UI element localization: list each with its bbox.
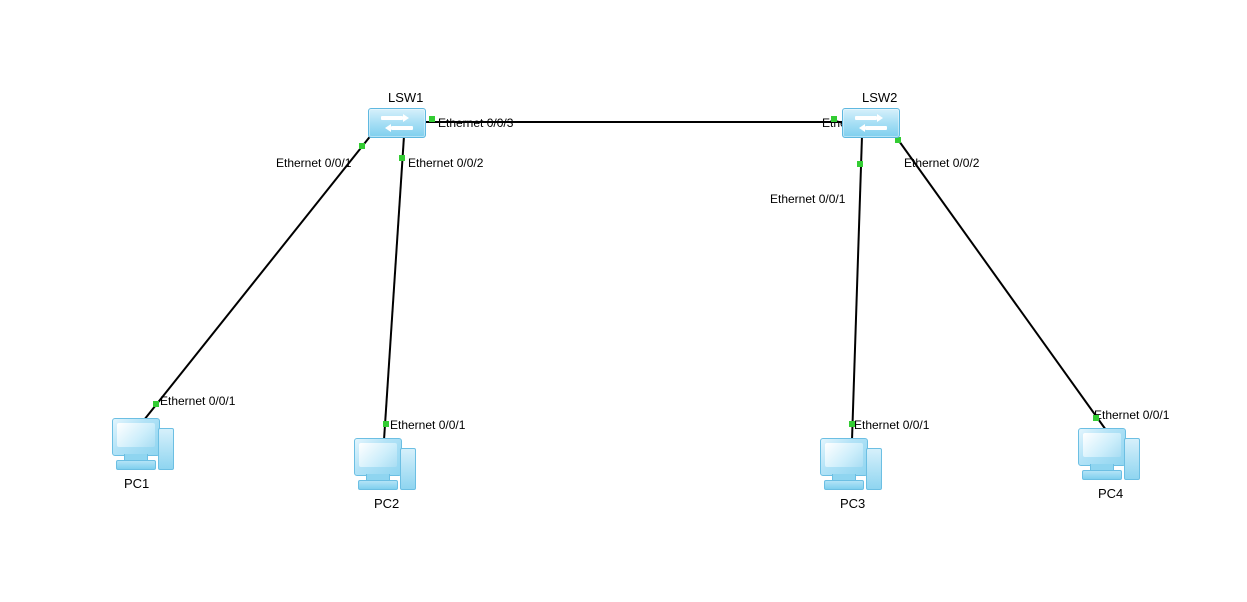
link-LSW1-PC2 [384, 136, 404, 440]
node-label: LSW2 [862, 90, 897, 105]
link-LSW1-PC1 [144, 134, 372, 420]
port-label: Ethernet 0/0/1 [1094, 408, 1169, 422]
port-label: Ethernet 0/0/1 [390, 418, 465, 432]
pc-icon [818, 438, 882, 494]
switch-icon [842, 108, 898, 144]
port-label: Ethernet 0/0/1 [770, 192, 845, 206]
port-label: Ethernet 0/0/1 [854, 418, 929, 432]
network-diagram-canvas: Ethernet 0/0/3Ethernet 0/0/3Ethernet 0/0… [0, 0, 1247, 602]
pc-icon [1076, 428, 1140, 484]
port-label: Ethernet 0/0/1 [276, 156, 351, 170]
port-label: Ethernet 0/0/2 [904, 156, 979, 170]
port-status-dot [849, 421, 855, 427]
port-status-dot [831, 116, 837, 122]
port-status-dot [153, 401, 159, 407]
node-pc2[interactable]: PC2 [352, 438, 416, 494]
node-label: PC4 [1098, 486, 1123, 501]
node-label: PC2 [374, 496, 399, 511]
port-label: Ethernet 0/0/2 [408, 156, 483, 170]
port-status-dot [1093, 415, 1099, 421]
node-label: PC1 [124, 476, 149, 491]
port-label: Ethernet 0/0/1 [160, 394, 235, 408]
port-status-dot [857, 161, 863, 167]
port-status-dot [399, 155, 405, 161]
switch-icon [368, 108, 424, 144]
node-pc3[interactable]: PC3 [818, 438, 882, 494]
pc-icon [110, 418, 174, 474]
pc-icon [352, 438, 416, 494]
link-LSW2-PC3 [852, 136, 862, 440]
node-label: LSW1 [388, 90, 423, 105]
node-lsw2[interactable]: LSW2 [842, 108, 898, 144]
port-label: Ethernet 0/0/3 [438, 116, 513, 130]
node-pc1[interactable]: PC1 [110, 418, 174, 474]
port-status-dot [429, 116, 435, 122]
node-lsw1[interactable]: LSW1 [368, 108, 424, 144]
port-status-dot [359, 143, 365, 149]
links-layer [0, 0, 1247, 602]
port-status-dot [383, 421, 389, 427]
node-label: PC3 [840, 496, 865, 511]
link-LSW2-PC4 [894, 134, 1106, 430]
node-pc4[interactable]: PC4 [1076, 428, 1140, 484]
